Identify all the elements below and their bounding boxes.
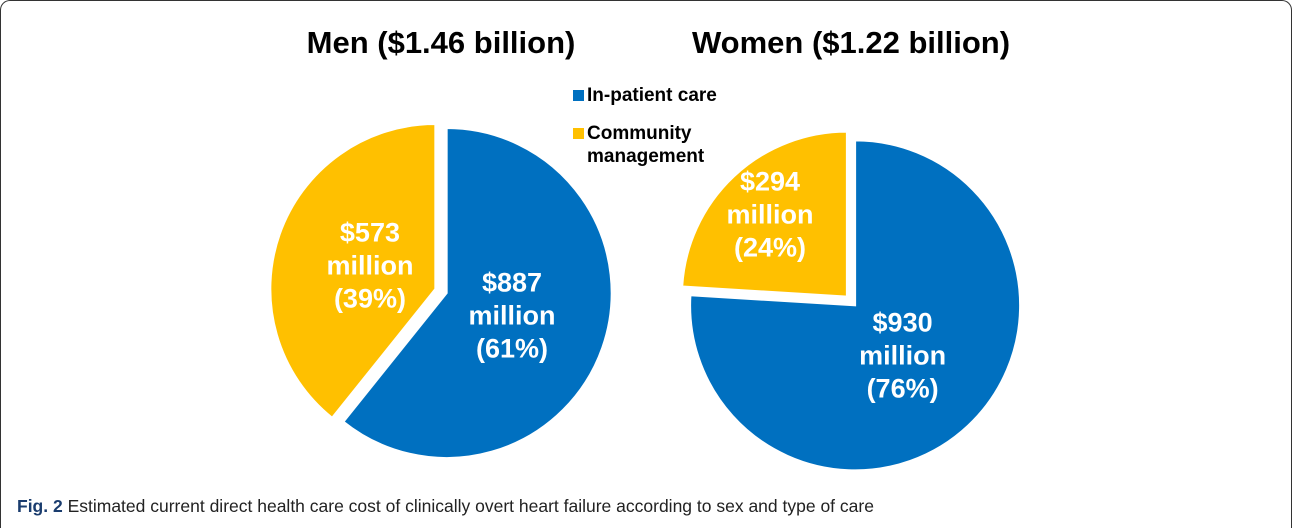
- slice-label: $930 million (76%): [859, 307, 947, 404]
- chart-title: Women ($1.22 billion): [691, 25, 1011, 60]
- legend-swatch: [573, 128, 584, 139]
- pie-slice: [681, 130, 848, 298]
- caption: Fig. 2 Estimated current direct health c…: [17, 496, 874, 517]
- slice-label: $887 million (61%): [468, 267, 556, 364]
- legend-entry: Community management: [573, 122, 717, 168]
- caption-label: Fig. 2: [17, 496, 63, 516]
- pie-slice: [269, 123, 437, 420]
- legend-swatch: [573, 90, 584, 101]
- chart-title: Men ($1.46 billion): [306, 25, 576, 60]
- pie-slice: [342, 126, 613, 459]
- caption-text: Estimated current direct health care cos…: [67, 496, 874, 516]
- slice-label: $294 million (24%): [726, 166, 814, 263]
- legend-label: Community management: [587, 123, 705, 167]
- legend-entry: In-patient care: [573, 84, 717, 107]
- legend-label: In-patient care: [587, 85, 717, 106]
- slice-label: $573 million (39%): [326, 217, 414, 314]
- pie-slice: [689, 139, 1022, 472]
